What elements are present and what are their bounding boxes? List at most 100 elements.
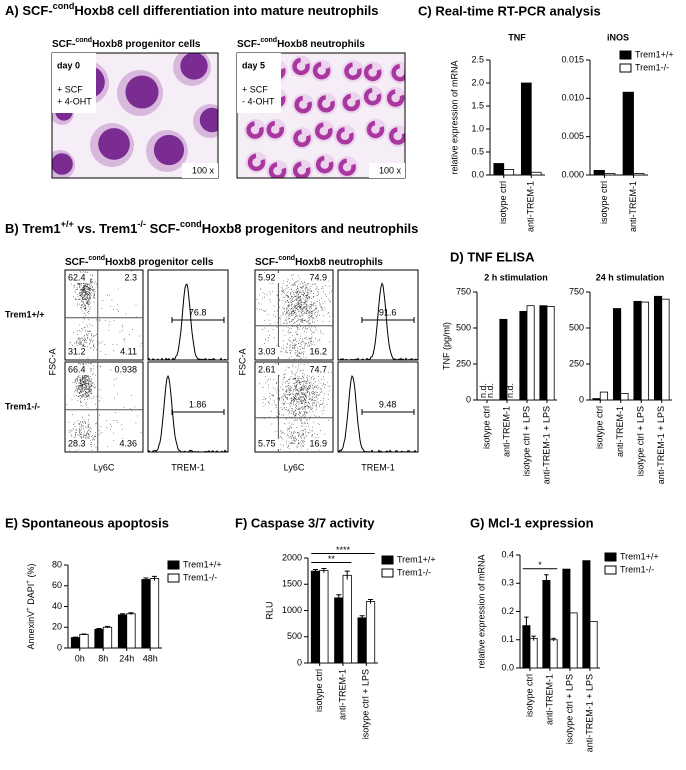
bar (653, 295, 663, 401)
image-caption-part: SCF- (237, 39, 260, 50)
gate-value: 9.48 (379, 399, 397, 409)
bar (310, 570, 321, 664)
dot-plot-frame (254, 361, 334, 453)
chart-title: E) Spontaneous apoptosis (5, 515, 169, 530)
label-box (237, 53, 281, 113)
x-tick-label: anti-TREM-1 + LPS (656, 406, 666, 484)
quadrant-value: 4.11 (120, 346, 137, 356)
y-tick-label: 0.1 (501, 634, 514, 644)
bar (503, 169, 515, 176)
bar (493, 163, 505, 176)
column-header-sup: cond (278, 255, 295, 262)
nucleus (386, 89, 405, 107)
nucleus (52, 153, 73, 175)
x-tick-label: 48h (143, 653, 158, 663)
column-header: SCF-condHoxb8 progenitor cells (65, 255, 214, 267)
mag-box (369, 163, 405, 178)
quadrant-label-bg (305, 273, 328, 283)
quadrant-label-bg (305, 439, 328, 449)
y-axis-label: RLU (264, 601, 274, 619)
nucleus (98, 128, 130, 160)
day-label: day 5 (242, 60, 265, 70)
bar (149, 578, 160, 649)
x-tick-label: anti-TREM-1 (544, 674, 554, 725)
nucleus (153, 134, 185, 166)
x-tick-label: isotype ctrl + LPS (361, 669, 371, 739)
bar (562, 568, 571, 669)
dot-cloud (67, 270, 143, 359)
legend-swatch (381, 568, 394, 578)
nucleus (312, 61, 331, 80)
y-tick-label: 0 (466, 394, 471, 404)
y-axis-label: relative expression of mRNA (476, 554, 486, 668)
panel-title: A) SCF-condHoxb8 cell differentiation in… (5, 1, 379, 18)
image-caption: SCF-condHoxb8 neutrophils (237, 37, 365, 49)
bar (599, 391, 609, 401)
y-tick-label: 1.5 (471, 100, 484, 110)
x-tick-label: anti-TREM-1 (337, 669, 347, 720)
nucleus (294, 95, 312, 114)
histogram-curve (147, 283, 229, 361)
bar (640, 301, 650, 401)
quadrant-label-bg (67, 347, 90, 357)
x-tick-label: isotype ctrl (524, 674, 534, 717)
magnification: 100 x (379, 165, 402, 175)
y-tick-label: 1500 (282, 579, 302, 589)
error-bar (96, 627, 102, 631)
row-label: Trem1+/+ (5, 309, 45, 319)
panel-title-sup: -/- (137, 219, 146, 229)
error-bar (321, 568, 327, 573)
x-tick-label: anti-TREM-1 (501, 406, 511, 457)
bar (542, 580, 551, 669)
nucleus (363, 63, 382, 82)
image-caption-part: SCF- (52, 39, 75, 50)
quadrant-value: 5.75 (258, 438, 276, 448)
bar (70, 637, 81, 649)
y-tick-label: 0.3 (501, 578, 514, 588)
error-bar (119, 613, 126, 616)
y-tick-label: 2000 (282, 552, 302, 562)
chart-title: TNF (508, 32, 526, 42)
bar (530, 171, 542, 176)
bar (94, 628, 104, 649)
bar (539, 305, 548, 401)
histogram-frame (147, 269, 229, 361)
y-tick-label: 250 (569, 358, 584, 368)
gate-value: 76.8 (189, 307, 207, 317)
y-tick-label: 0 (579, 394, 584, 404)
condition: - 4-OHT (242, 96, 275, 106)
bar (102, 626, 113, 649)
x-tick-label: anti-TREM-1 (526, 181, 536, 232)
bar (499, 318, 508, 401)
bar (342, 574, 352, 664)
panel-title-sup: +/+ (61, 219, 74, 229)
legend-swatch (604, 565, 617, 575)
axis-label: FSC-A (237, 349, 247, 376)
y-axis-label-sup: + (25, 580, 32, 584)
nucleus (342, 93, 361, 112)
image-caption-sup: cond (75, 37, 92, 44)
nucleus (315, 155, 334, 174)
x-tick-label: isotype ctrl (595, 406, 605, 449)
chart-title: 2 h stimulation (484, 272, 548, 282)
quadrant-label-bg (115, 439, 138, 449)
nucleus (317, 95, 335, 113)
day-label: day 0 (57, 60, 80, 70)
bar (549, 639, 558, 669)
x-tick-label: 0h (75, 653, 85, 663)
bar (357, 617, 367, 664)
histogram-curve (147, 374, 229, 453)
gate-value: 91.6 (379, 307, 397, 317)
bar (519, 311, 528, 401)
nucleus (315, 122, 333, 140)
quadrant-value: 2.61 (258, 364, 276, 374)
panel-title-part: SCF- (146, 221, 180, 236)
x-tick-label: isotype ctrl (481, 406, 491, 449)
y-axis-label-sup: + (25, 607, 32, 611)
panel-title-part: vs. Trem1 (74, 221, 138, 236)
bar (612, 308, 622, 401)
panel-title-part: Hoxb8 progenitors and neutrophils (202, 221, 419, 236)
error-bar (128, 612, 134, 615)
bar (593, 169, 605, 176)
